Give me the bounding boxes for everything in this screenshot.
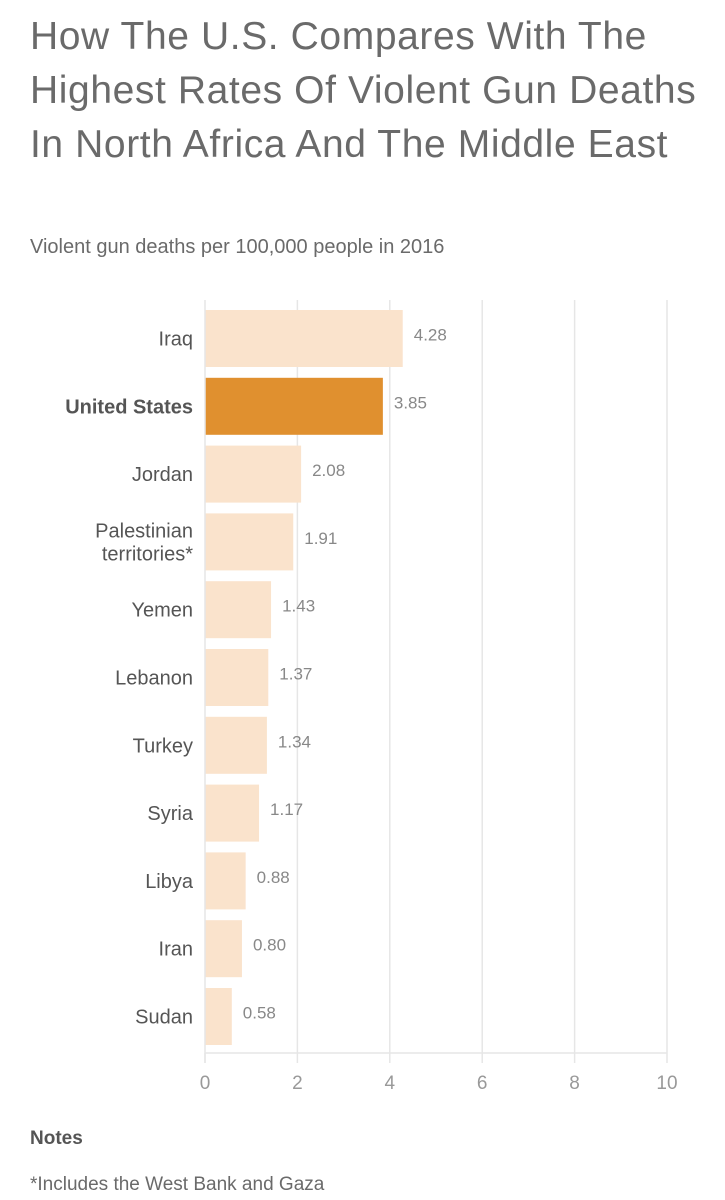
notes-heading: Notes	[30, 1128, 83, 1149]
category-label: Jordan	[132, 464, 193, 486]
bar-jordan	[205, 445, 302, 503]
category-label: Sudan	[135, 1007, 193, 1029]
category-label: Iraq	[159, 329, 193, 351]
bar-syria	[205, 784, 260, 842]
category-label: Palestinian	[95, 520, 193, 542]
bar-lebanon	[205, 649, 269, 706]
bar-palestinian-territories-	[205, 513, 294, 571]
x-tick-label: 8	[569, 1073, 580, 1094]
category-label: Turkey	[133, 735, 193, 757]
value-label: 1.34	[278, 732, 311, 751]
value-label: 1.91	[304, 529, 337, 548]
value-label: 1.37	[279, 665, 312, 684]
value-label: 1.43	[282, 597, 315, 616]
chart-subtitle: Violent gun deaths per 100,000 people in…	[30, 236, 445, 258]
chart-title: How The U.S. Compares With The Highest R…	[30, 15, 697, 166]
bar-yemen	[205, 581, 272, 639]
category-label: Yemen	[131, 600, 193, 622]
value-label: 1.17	[270, 800, 303, 819]
bar-turkey	[205, 716, 267, 774]
category-label: Libya	[145, 871, 194, 893]
category-label: Iran	[159, 939, 193, 961]
x-tick-label: 0	[200, 1073, 211, 1094]
bar-sudan	[205, 988, 232, 1045]
x-tick-label: 6	[477, 1073, 488, 1094]
value-label: 4.28	[414, 326, 447, 345]
category-label: territories*	[102, 543, 193, 565]
category-label: Syria	[147, 803, 193, 825]
value-label: 0.58	[243, 1004, 276, 1023]
category-label: Lebanon	[115, 668, 193, 690]
bar-iran	[205, 920, 242, 978]
value-label: 2.08	[312, 461, 345, 480]
notes-text: *Includes the West Bank and Gaza	[30, 1174, 325, 1195]
value-label: 0.80	[253, 936, 286, 955]
value-label: 3.85	[394, 393, 427, 412]
value-label: 0.88	[257, 868, 290, 887]
bar-united-states	[205, 377, 383, 435]
x-tick-label: 2	[292, 1073, 303, 1094]
bar-chart: Iraq 4.28 United States 3.85 Jordan 2.08 Pales…	[65, 300, 678, 1094]
x-tick-label: 4	[385, 1073, 396, 1094]
x-tick-label: 10	[656, 1073, 677, 1094]
bar-libya	[205, 852, 246, 910]
category-label: United States	[65, 396, 193, 418]
bar-iraq	[205, 310, 403, 367]
